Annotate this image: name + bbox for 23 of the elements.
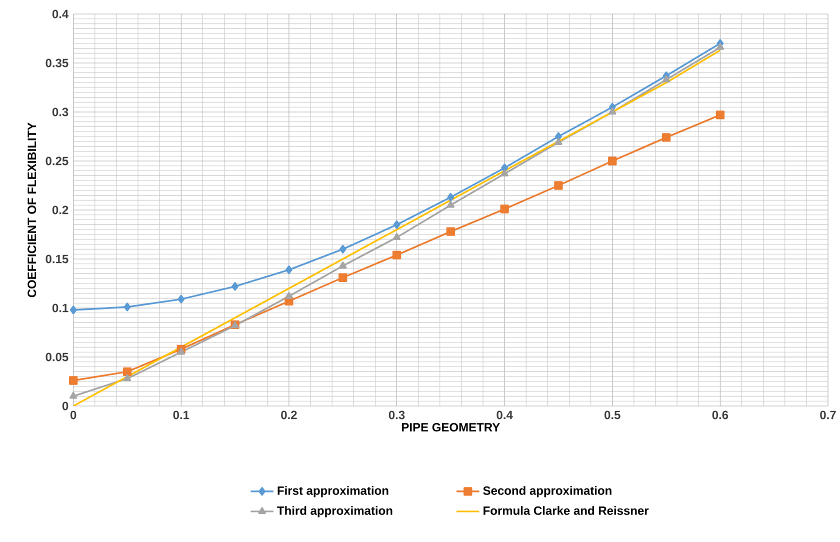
y-tick-label: 0.3 [52,108,68,116]
x-tick-label: 0.6 [712,410,728,420]
y-tick-label: 0 [62,402,68,410]
x-tick-label: 0.3 [388,410,405,420]
x-tick-label: 0.1 [173,410,190,420]
x-tick-label: 0.4 [496,410,513,420]
legend-label: Third approximation [277,506,392,518]
legend-label: Formula Clarke and Reissner [484,506,649,515]
y-tick-label: 0.2 [52,206,68,214]
legend-label: First approximation [278,486,388,498]
y-tick-label: 0.1 [52,304,68,312]
x-tick-label: 0.2 [281,410,297,420]
y-tick-label: 0.35 [46,58,68,68]
y-tick-label: 0.05 [46,352,68,362]
y-tick-label: 0.25 [46,156,68,166]
x-tick-label: 0 [70,410,76,420]
x-axis-title: PIPE GEOMETRY [402,423,500,432]
y-tick-label: 0.4 [52,10,69,18]
x-tick-label: 0.5 [604,410,620,420]
y-axis-title: COEFFICIENT OF FLEXIBILITY [28,122,36,298]
y-tick-label: 0.15 [46,254,68,264]
legend-label: Second approximation [483,486,612,498]
x-tick-label: 0.7 [820,410,836,420]
